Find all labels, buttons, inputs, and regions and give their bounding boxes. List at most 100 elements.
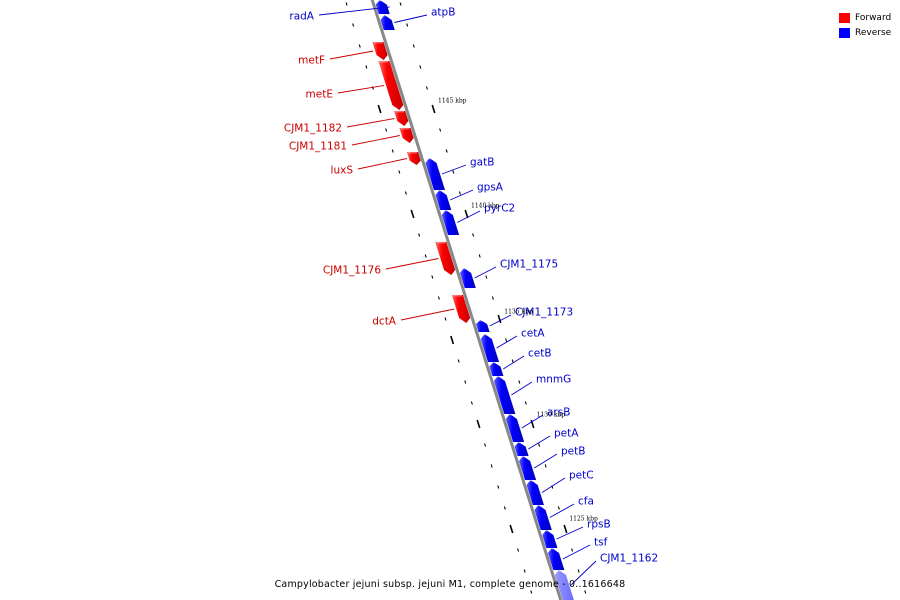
- tick-mark: [491, 296, 494, 300]
- tick-mark: [406, 23, 409, 27]
- gene-label: metF: [298, 55, 325, 67]
- gene-label: CJM1_1175: [500, 259, 558, 271]
- gene-label: petB: [561, 446, 585, 458]
- gene-rpsb[interactable]: rpsB: [541, 519, 611, 549]
- tick-mark: [444, 317, 447, 321]
- tick-mark: [398, 170, 401, 174]
- gene-body[interactable]: [378, 60, 404, 111]
- kbp-marker-label: 1140 kbp: [471, 203, 500, 210]
- gene-leader-line: [570, 560, 597, 586]
- gene-petc[interactable]: petC: [526, 470, 594, 506]
- gene-cetb[interactable]: cetB: [489, 348, 552, 377]
- gene-label: arsB: [547, 407, 570, 419]
- gene-body[interactable]: [393, 110, 409, 127]
- gene-peta[interactable]: petA: [514, 428, 579, 457]
- gene-pyrc2[interactable]: pyrC2: [441, 203, 515, 236]
- genome-caption: Campylobacter jejuni subsp. jejuni M1, c…: [274, 579, 626, 590]
- gene-leader-line: [357, 158, 408, 170]
- gene-dcta[interactable]: dctA: [372, 294, 471, 328]
- gene-cjm1-1176[interactable]: CJM1_1176: [323, 241, 456, 277]
- gene-tsf[interactable]: tsf: [547, 537, 608, 571]
- gene-body[interactable]: [434, 241, 456, 276]
- tick-mark: [490, 464, 493, 468]
- gene-body[interactable]: [406, 151, 422, 166]
- gene-label: petA: [554, 428, 579, 440]
- tick-mark: [352, 23, 355, 27]
- gene-label: CJM1_1182: [284, 123, 342, 135]
- gene-label: pyrC2: [484, 203, 515, 215]
- gene-leader-line: [394, 14, 428, 23]
- gene-cjm1-1181[interactable]: CJM1_1181: [289, 127, 414, 153]
- gene-mnmg[interactable]: mnmG: [493, 374, 571, 415]
- gene-features: radA atpB metF metE CJM1_1182 CJM1_1181 luxS ga…: [284, 0, 658, 600]
- gene-leader-line: [556, 526, 584, 540]
- tick-marks: [345, 2, 587, 594]
- gene-metf[interactable]: metF: [298, 41, 388, 67]
- tick-mark: [505, 338, 508, 342]
- tick-mark: [365, 65, 368, 69]
- kbp-marker-label: 1145 kbp: [438, 98, 467, 105]
- gene-cjm1-1182[interactable]: CJM1_1182: [284, 110, 409, 135]
- tick-mark: [458, 191, 461, 195]
- gene-label: CJM1_1181: [289, 141, 347, 153]
- gene-leader-line: [489, 314, 512, 327]
- gene-label: gpsA: [477, 182, 504, 194]
- kbp-markers: 1145 kbp 1140 kbp 1135 kbp 1130 kbp 1125 kbp: [438, 98, 598, 523]
- gene-leader-line: [562, 544, 591, 560]
- gene-leader-line: [502, 355, 525, 370]
- gene-atpb[interactable]: atpB: [380, 7, 455, 31]
- gene-leader-line: [534, 453, 558, 469]
- gene-label: metE: [306, 89, 333, 101]
- tick-mark: [358, 44, 361, 48]
- gene-leader-line: [329, 50, 374, 60]
- gene-cjm1-1173[interactable]: CJM1_1173: [475, 307, 573, 333]
- gene-cfa[interactable]: cfa: [533, 496, 594, 531]
- tick-mark: [571, 548, 574, 552]
- tick-mark: [412, 44, 415, 48]
- tick-mark: [437, 296, 440, 300]
- tick-mark: [385, 128, 388, 132]
- tick-mark: [523, 569, 526, 573]
- gene-mete[interactable]: metE: [306, 60, 404, 111]
- tick-mark: [557, 506, 560, 510]
- tick-mark: [399, 2, 402, 6]
- gene-label: petC: [569, 470, 594, 482]
- gene-rada[interactable]: radA: [289, 0, 391, 23]
- gene-ceta[interactable]: cetA: [480, 328, 545, 363]
- gene-label: cfa: [578, 496, 594, 508]
- gene-label: mnmG: [536, 374, 571, 386]
- tick-mark: [345, 2, 348, 6]
- tick-mark: [544, 464, 547, 468]
- gene-gpsa[interactable]: gpsA: [434, 182, 504, 211]
- forward-swatch: [839, 12, 850, 23]
- gene-body[interactable]: [451, 294, 471, 324]
- gene-body[interactable]: [399, 127, 414, 144]
- gene-leader-line: [351, 135, 400, 146]
- gene-arsb[interactable]: arsB: [505, 407, 570, 443]
- gene-leader-line: [441, 164, 467, 175]
- gene-gatb[interactable]: gatB: [424, 157, 494, 191]
- tick-mark: [464, 209, 469, 219]
- tick-mark: [404, 191, 407, 195]
- tick-mark: [410, 209, 415, 219]
- gene-body[interactable]: [475, 319, 490, 333]
- gene-label: dctA: [372, 316, 397, 328]
- gene-body[interactable]: [489, 361, 504, 377]
- gene-label: CJM1_1173: [515, 307, 573, 319]
- gene-luxs[interactable]: luxS: [331, 151, 422, 177]
- gene-cjm1-1162[interactable]: CJM1_1162: [554, 553, 658, 600]
- gene-body[interactable]: [514, 441, 529, 457]
- gene-petb[interactable]: petB: [518, 446, 586, 481]
- gene-cjm1-1175[interactable]: CJM1_1175: [459, 259, 558, 289]
- tick-mark: [509, 524, 514, 534]
- tick-mark: [497, 485, 500, 489]
- gene-label: atpB: [431, 7, 455, 19]
- tick-mark: [497, 314, 502, 324]
- gene-leader-line: [521, 414, 544, 429]
- gene-label: CJM1_1162: [600, 553, 658, 565]
- tick-mark: [470, 401, 473, 405]
- gene-body[interactable]: [380, 14, 396, 31]
- gene-body[interactable]: [372, 41, 388, 61]
- tick-mark: [391, 149, 394, 153]
